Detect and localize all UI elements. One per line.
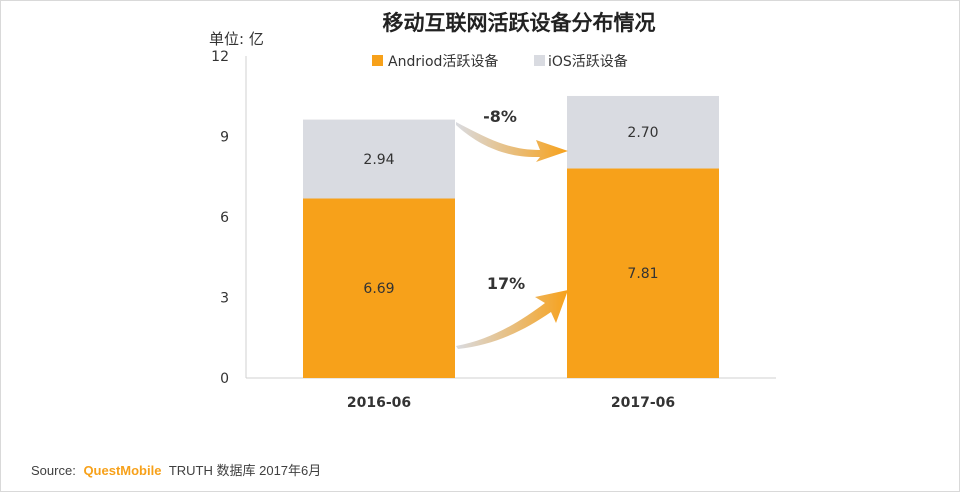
y-tick-label: 3 <box>220 291 229 307</box>
source-brand: QuestMobile <box>83 463 162 478</box>
y-tick-label: 12 <box>211 49 229 65</box>
ios-change-label: -8% <box>483 107 517 126</box>
y-tick-label: 0 <box>220 371 229 387</box>
y-tick-label: 9 <box>220 130 229 146</box>
chart-title: 移动互联网活跃设备分布情况 <box>383 11 656 35</box>
ios-change-arrow <box>456 122 568 162</box>
data-label: 7.81 <box>627 266 658 282</box>
source-label: Source: <box>31 463 76 478</box>
android-change-label: 17% <box>487 274 525 293</box>
x-tick-label: 2016-06 <box>347 395 411 411</box>
source-note: Source: QuestMobile TRUTH 数据库 2017年6月 <box>31 460 325 479</box>
legend: Andriod活跃设备 iOS活跃设备 <box>372 53 628 70</box>
legend-label-ios: iOS活跃设备 <box>548 53 628 70</box>
legend-label-android: Andriod活跃设备 <box>388 53 498 70</box>
bar-segment-ios <box>567 95 719 169</box>
bar-segment-ios <box>303 119 455 199</box>
android-change-arrow <box>456 290 568 349</box>
y-tick-label: 6 <box>220 210 229 226</box>
x-tick-label: 2017-06 <box>611 395 675 411</box>
data-label: 2.94 <box>363 152 394 168</box>
data-label: 6.69 <box>363 281 394 297</box>
bar-segment-android <box>567 168 719 378</box>
unit-label: 单位: 亿 <box>209 30 264 48</box>
legend-swatch-android <box>372 55 383 66</box>
data-label: 2.70 <box>627 125 658 141</box>
source-text: TRUTH 数据库 2017年6月 <box>168 463 322 478</box>
legend-swatch-ios <box>534 55 545 66</box>
bar-segment-android <box>303 198 455 378</box>
